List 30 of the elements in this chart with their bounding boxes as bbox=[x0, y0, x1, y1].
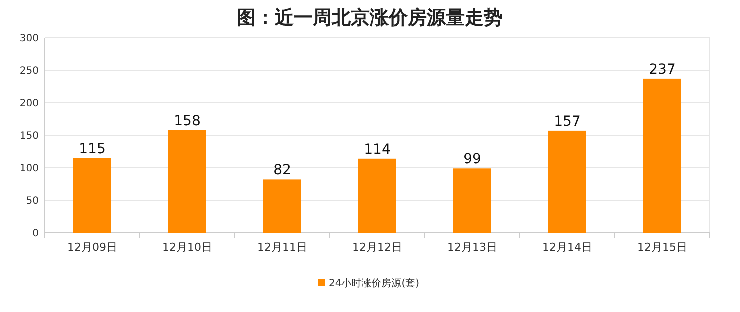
legend-label: 24小时涨价房源(套) bbox=[329, 278, 420, 290]
y-tick-label: 100 bbox=[20, 164, 39, 174]
bar bbox=[264, 180, 302, 233]
y-tick-label: 200 bbox=[20, 98, 39, 110]
x-tick-label: 12月09日 bbox=[68, 241, 118, 254]
bar bbox=[358, 158, 396, 233]
y-tick-label: 0 bbox=[32, 228, 39, 240]
x-tick-label: 12月10日 bbox=[162, 241, 212, 254]
bar bbox=[548, 130, 586, 233]
bar bbox=[454, 168, 492, 233]
data-label: 114 bbox=[364, 142, 391, 158]
x-tick-label: 12月12日 bbox=[352, 241, 402, 254]
x-tick-label: 12月14日 bbox=[542, 241, 592, 254]
data-label: 158 bbox=[174, 113, 201, 130]
y-tick-label: 250 bbox=[20, 66, 39, 77]
x-tick-label: 12月11日 bbox=[258, 241, 308, 254]
x-tick-label: 12月15日 bbox=[638, 241, 688, 254]
y-tick-label: 150 bbox=[20, 131, 39, 142]
y-tick-label: 50 bbox=[26, 196, 39, 207]
x-tick-label: 12月13日 bbox=[448, 241, 498, 254]
y-tick-label: 300 bbox=[20, 34, 39, 44]
chart-title: 图：近一周北京涨价房源量走势 bbox=[237, 7, 503, 29]
data-label: 157 bbox=[554, 114, 581, 130]
bar bbox=[74, 158, 112, 233]
data-label: 115 bbox=[79, 141, 106, 158]
bar bbox=[644, 78, 682, 233]
bar bbox=[168, 130, 206, 233]
data-label: 82 bbox=[274, 162, 292, 179]
data-label: 237 bbox=[649, 62, 676, 78]
data-label: 99 bbox=[464, 152, 482, 168]
